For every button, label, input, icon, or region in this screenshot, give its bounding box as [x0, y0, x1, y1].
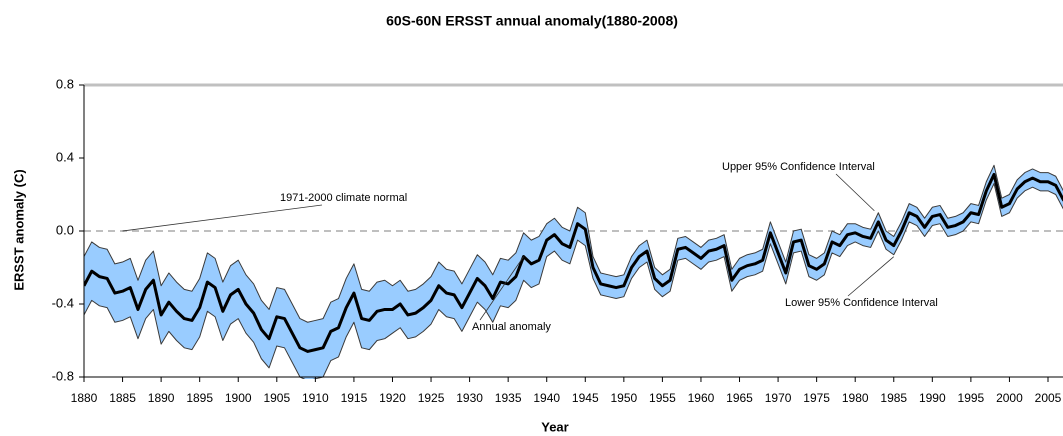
annotation-leader: [122, 204, 323, 232]
x-axis-label: Year: [541, 419, 568, 434]
x-tick-label: 1930: [456, 391, 483, 405]
series-line: [84, 183, 1063, 379]
x-tick-label: 1895: [186, 391, 213, 405]
series-line: [84, 164, 1063, 323]
x-tick-label: 1925: [418, 391, 445, 405]
x-tick-label: 1990: [919, 391, 946, 405]
x-tick-label: 1920: [379, 391, 406, 405]
annotation-leader: [479, 256, 524, 321]
x-tick-label: 2005: [1035, 391, 1062, 405]
chart-title: 60S-60N ERSST annual anomaly(1880-2008): [386, 13, 678, 29]
x-tick-label: 1880: [71, 391, 98, 405]
x-tick-label: 1955: [649, 391, 676, 405]
x-tick-label: 1915: [341, 391, 368, 405]
x-tick-label: 1985: [880, 391, 907, 405]
annotation: 1971-2000 climate normal: [280, 192, 407, 204]
x-tick-label: 1945: [572, 391, 599, 405]
x-tick-label: 1940: [533, 391, 560, 405]
x-tick-label: 1960: [688, 391, 715, 405]
y-tick-label: 0.8: [56, 76, 74, 91]
x-tick-label: 1970: [765, 391, 792, 405]
x-tick-label: 1900: [225, 391, 252, 405]
x-tick-label: 1980: [842, 391, 869, 405]
annotation-leader: [847, 256, 895, 297]
y-tick-label: -0.4: [52, 295, 74, 310]
annotation: Upper 95% Confidence Interval: [722, 161, 875, 173]
y-tick-label: 0.4: [56, 149, 74, 164]
confidence-band: [84, 165, 1063, 379]
x-tick-label: 1950: [610, 391, 637, 405]
plot-data: [84, 164, 1063, 379]
x-tick-label: 1905: [263, 391, 290, 405]
annotation-leader: [835, 173, 875, 212]
x-tick-label: 1910: [302, 391, 329, 405]
y-axis-label: ERSST anomaly (C): [11, 169, 26, 290]
x-tick-label: 2000: [996, 391, 1023, 405]
annotation: Lower 95% Confidence Interval: [785, 297, 938, 309]
x-tick-label: 1995: [958, 391, 985, 405]
y-tick-label: -0.8: [52, 368, 74, 383]
x-tick-label: 1975: [803, 391, 830, 405]
series-line: [84, 172, 1063, 353]
x-tick-label: 1885: [109, 391, 136, 405]
x-tick-label: 1890: [148, 391, 175, 405]
x-tick-label: 1965: [726, 391, 753, 405]
annotation: Annual anomaly: [472, 321, 551, 333]
y-tick-label: 0.0: [56, 222, 74, 237]
x-tick-label: 1935: [495, 391, 522, 405]
